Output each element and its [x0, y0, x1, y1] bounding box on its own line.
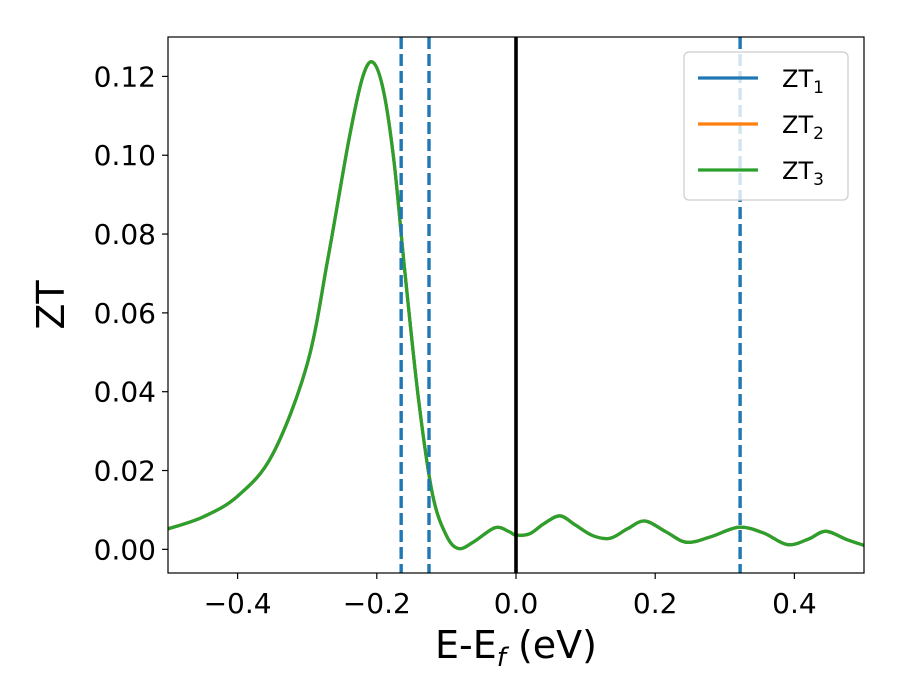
- y-tick-label: 0.00: [94, 533, 156, 566]
- y-axis-label: ZT: [29, 280, 73, 330]
- x-axis: −0.4 −0.2 0.0 0.2 0.4: [204, 573, 817, 620]
- y-tick-label: 0.06: [94, 297, 156, 330]
- legend-label-zt1: ZT1: [782, 65, 824, 98]
- x-tick-label: −0.4: [204, 587, 272, 620]
- legend-label-zt2: ZT2: [782, 111, 824, 144]
- legend-label-zt3: ZT3: [782, 157, 824, 190]
- y-tick-label: 0.12: [94, 60, 156, 93]
- plot-area: [168, 37, 864, 573]
- x-tick-label: 0.4: [772, 587, 817, 620]
- x-tick-label: −0.2: [343, 587, 411, 620]
- y-axis: 0.00 0.02 0.04 0.06 0.08 0.10 0.12: [94, 60, 168, 566]
- y-tick-label: 0.08: [94, 218, 156, 251]
- legend: ZT1 ZT2 ZT3: [683, 51, 849, 201]
- y-tick-label: 0.02: [94, 455, 156, 488]
- x-tick-label: 0.2: [633, 587, 678, 620]
- legend-box: [683, 51, 849, 201]
- x-tick-label: 0.0: [494, 587, 539, 620]
- y-tick-label: 0.10: [94, 139, 156, 172]
- x-axis-label: E-Ef (eV): [435, 623, 597, 673]
- series-line-zt3: [168, 60, 864, 551]
- y-tick-label: 0.04: [94, 376, 156, 409]
